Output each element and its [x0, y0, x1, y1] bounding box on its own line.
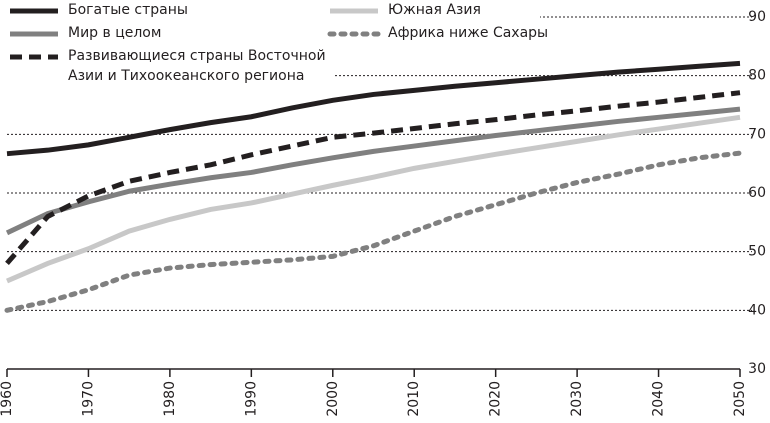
x-tick-label: 1970 — [80, 381, 96, 417]
series-line — [5, 90, 741, 266]
x-tick-label: 2020 — [488, 381, 504, 417]
x-tick-label: 1960 — [0, 381, 15, 417]
series-line — [6, 60, 741, 157]
x-tick-label: 2010 — [406, 381, 422, 417]
legend-bg — [0, 46, 335, 90]
x-tick-label: 2050 — [732, 381, 748, 417]
legend-label: Южная Азия — [388, 2, 481, 18]
y-tick-label: 30 — [748, 361, 766, 377]
y-tick-label: 50 — [748, 244, 766, 260]
x-tick-label: 1990 — [243, 381, 259, 417]
legend-label: Богатые страны — [68, 2, 188, 18]
series-line — [4, 150, 743, 313]
y-tick-label: 60 — [748, 185, 766, 201]
legend-bg — [0, 0, 540, 46]
x-tick-label: 2000 — [325, 381, 341, 417]
legend-label: Африка ниже Сахары — [388, 25, 549, 41]
x-tick-label: 2040 — [651, 381, 667, 417]
y-tick-label: 40 — [748, 302, 766, 318]
y-tick-label: 90 — [748, 9, 766, 25]
legend-label: Мир в целом — [68, 25, 162, 41]
series-line — [5, 106, 741, 236]
x-tick-label: 2030 — [569, 381, 585, 417]
x-tick-label: 1980 — [162, 381, 178, 417]
y-tick-label: 80 — [748, 68, 766, 84]
y-tick-label: 70 — [748, 126, 766, 142]
series-line — [6, 114, 741, 284]
legend-label: Развивающиеся страны Восточной Азии и Ти… — [68, 48, 326, 84]
